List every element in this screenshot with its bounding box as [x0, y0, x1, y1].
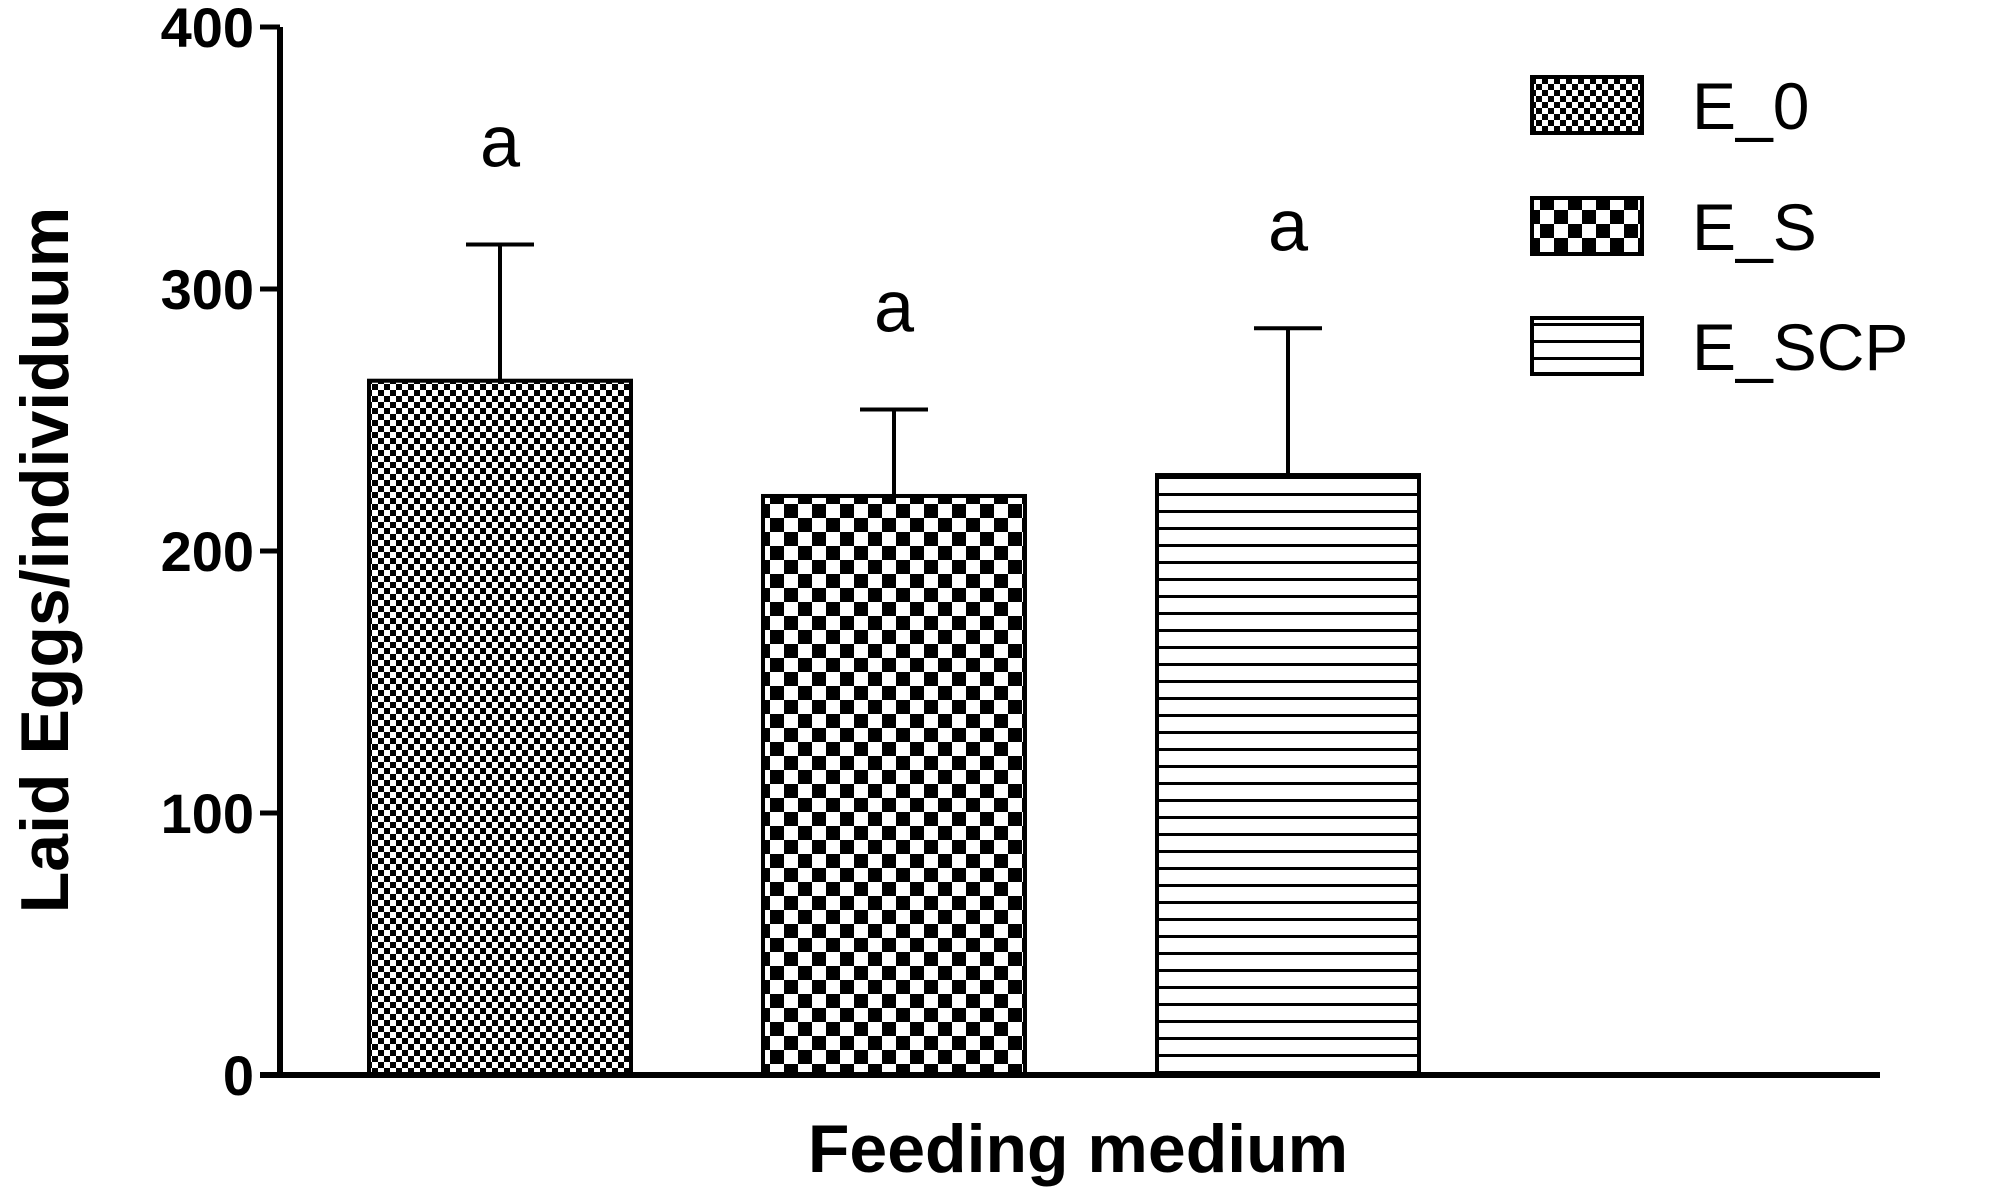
axes — [260, 27, 1880, 1078]
y-tick-label: 0 — [223, 1044, 254, 1107]
legend-swatch — [1530, 316, 1644, 376]
significance-label: a — [480, 102, 521, 182]
significance-label: a — [1268, 186, 1309, 266]
y-tick-label: 100 — [161, 782, 254, 845]
y-axis-title: Laid Eggs/individuum — [7, 207, 83, 913]
bar-e-scp — [1155, 473, 1421, 1077]
y-axis: 0 100 200 300 400 — [161, 0, 280, 1107]
legend: E_0 E_S E_SCP — [1530, 69, 1908, 384]
legend-swatch — [1530, 75, 1644, 135]
bar-e-0 — [367, 378, 633, 1077]
y-tick-label: 200 — [161, 520, 254, 583]
bar-e-s — [761, 493, 1027, 1078]
legend-swatch — [1530, 196, 1644, 256]
y-tick-label: 300 — [161, 258, 254, 321]
legend-label: E_0 — [1692, 69, 1809, 143]
significance-label: a — [874, 268, 915, 348]
legend-label: E_S — [1692, 190, 1817, 264]
x-axis-title: Feeding medium — [808, 1111, 1348, 1187]
bars: a a a — [367, 102, 1421, 1078]
legend-label: E_SCP — [1692, 310, 1908, 384]
y-tick-label: 400 — [161, 0, 254, 59]
